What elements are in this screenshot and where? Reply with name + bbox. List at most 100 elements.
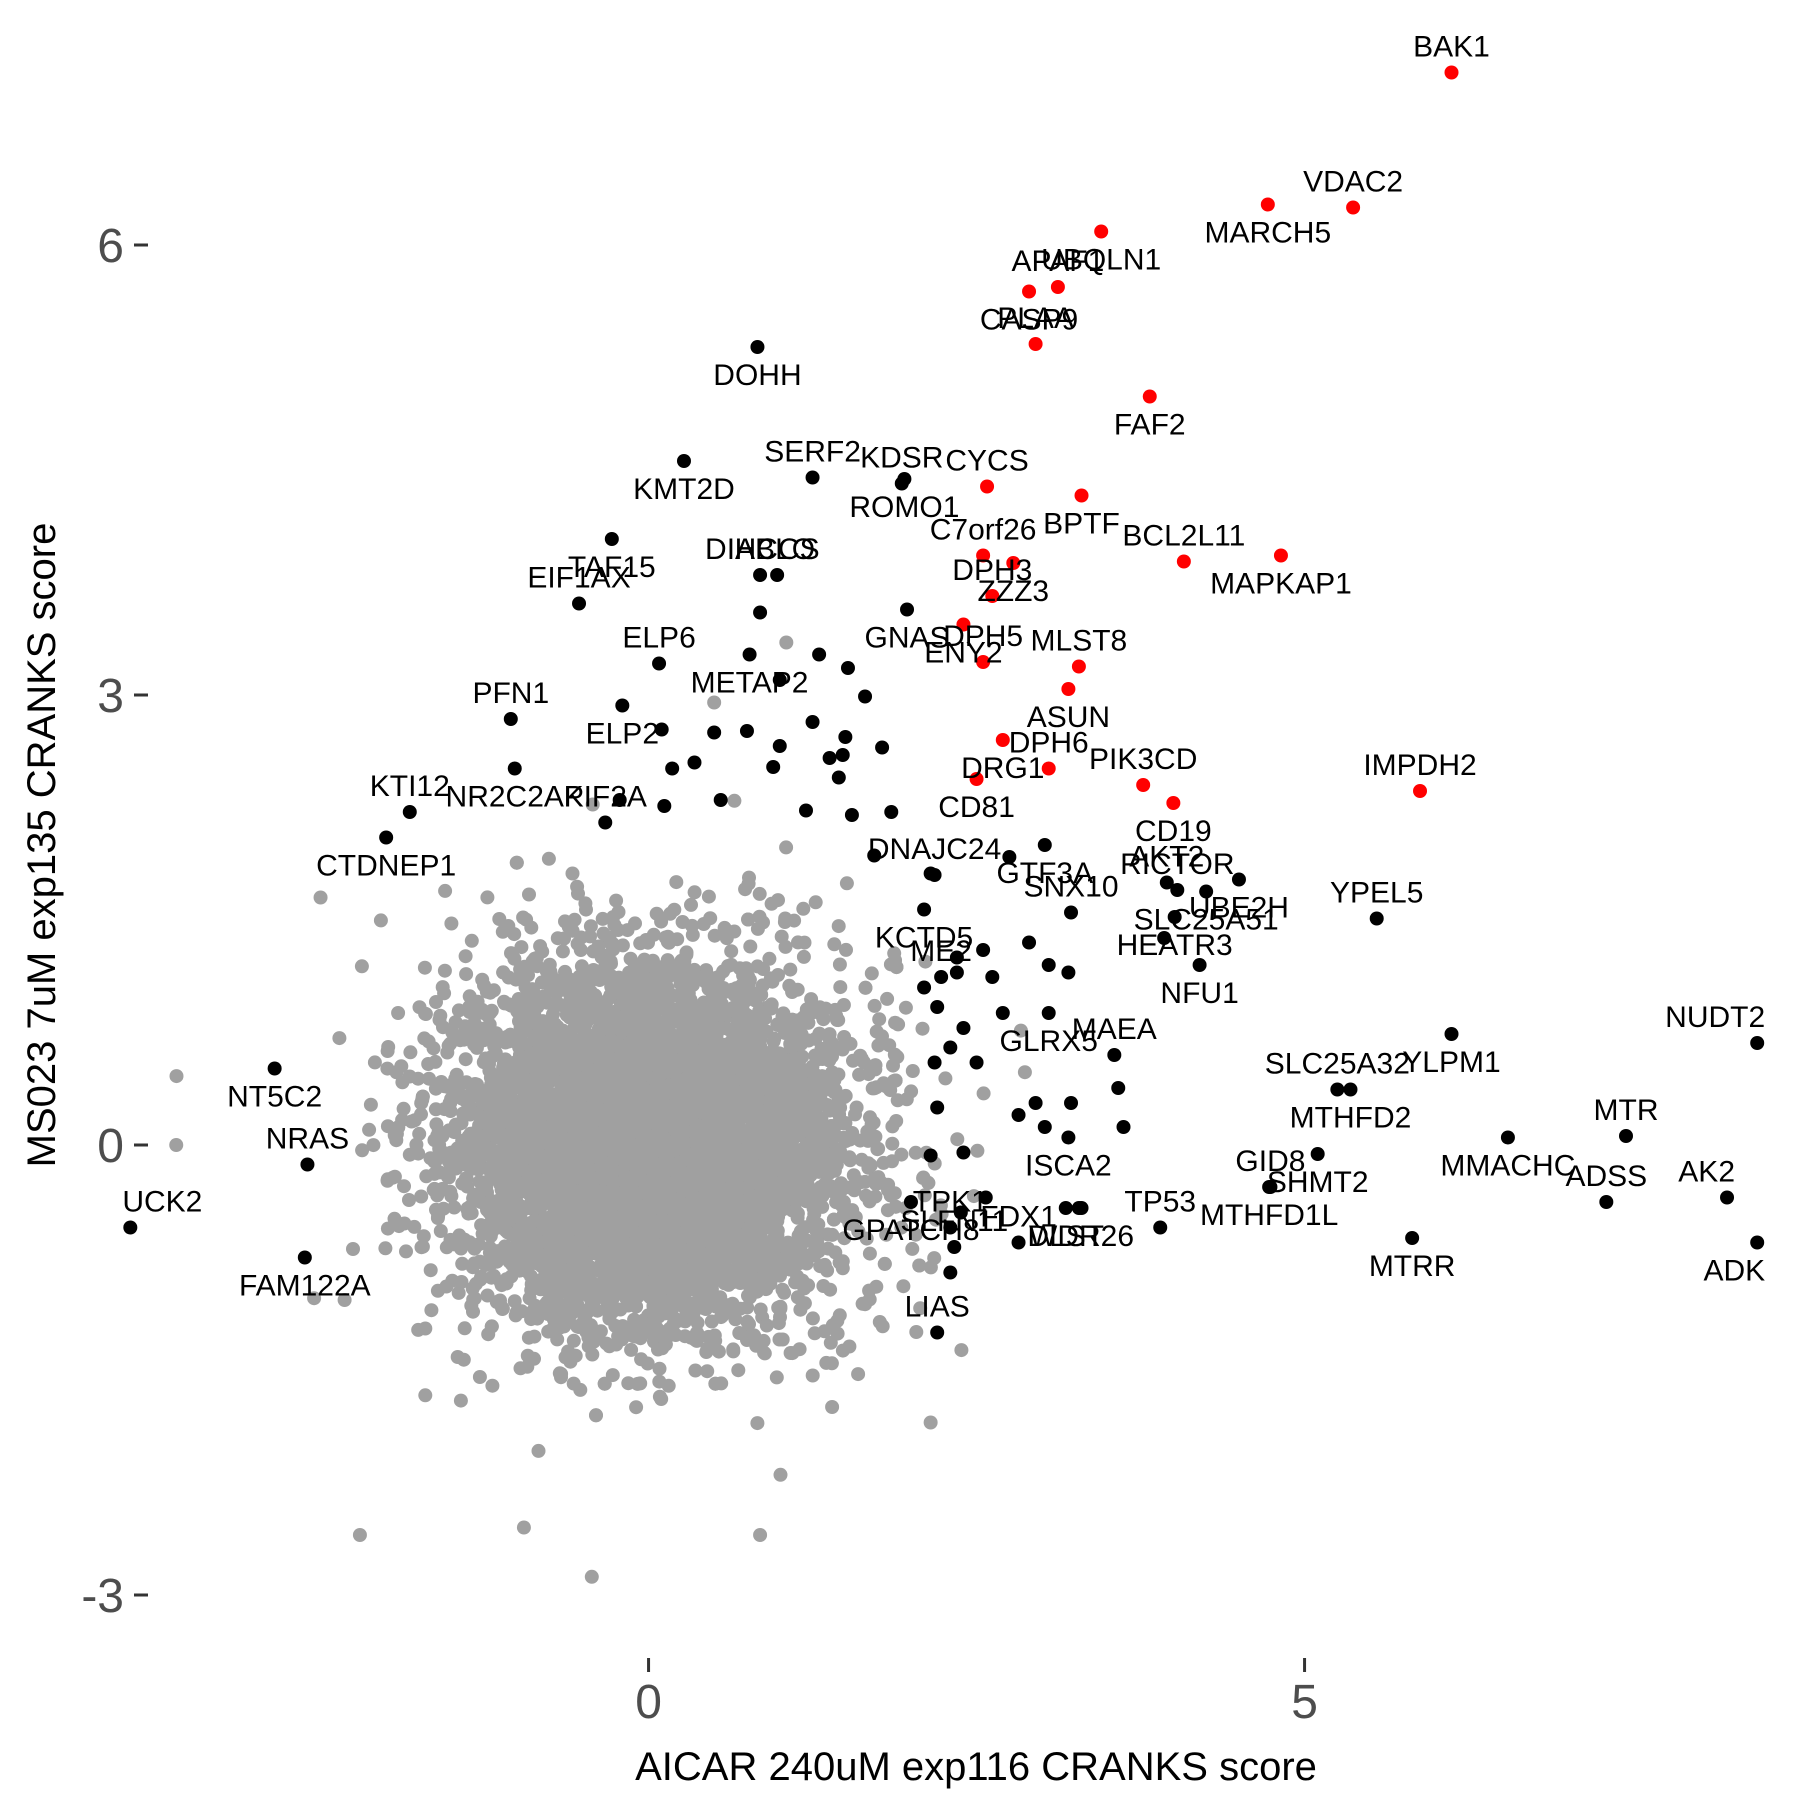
background-point	[407, 1219, 422, 1234]
background-point	[763, 971, 778, 986]
background-point	[707, 928, 722, 943]
background-point	[885, 1154, 899, 1169]
background-point	[970, 1143, 985, 1158]
background-point	[508, 972, 523, 987]
background-point	[1017, 1065, 1032, 1080]
background-point	[725, 1296, 740, 1311]
background-point	[692, 970, 707, 985]
background-point	[868, 1129, 883, 1144]
background-point	[454, 1275, 469, 1289]
background-point	[475, 972, 490, 987]
background-point	[890, 1093, 905, 1108]
background-point	[649, 906, 664, 921]
background-point	[966, 1189, 981, 1204]
background-point	[485, 1378, 500, 1393]
background-point	[762, 951, 777, 966]
background-point	[422, 1071, 436, 1086]
background-point	[871, 1038, 886, 1053]
background-point	[472, 1370, 487, 1384]
background-point	[938, 1071, 953, 1086]
background-point	[870, 1142, 885, 1157]
background-point	[517, 959, 532, 974]
background-point	[464, 933, 479, 948]
background-point	[447, 1200, 462, 1215]
background-point	[929, 1212, 943, 1227]
background-point	[663, 906, 678, 921]
background-point	[394, 1059, 409, 1074]
background-point	[429, 1117, 444, 1132]
background-point	[438, 883, 453, 898]
background-point	[609, 893, 624, 908]
background-point	[497, 994, 511, 1009]
background-point	[583, 919, 598, 934]
background-point	[444, 916, 459, 931]
background-point	[750, 921, 765, 936]
background-point	[753, 1032, 768, 1047]
background-point	[542, 957, 557, 972]
background-point	[835, 1343, 850, 1358]
background-point	[380, 1172, 395, 1187]
background-point	[575, 1017, 589, 1032]
background-point	[898, 1000, 913, 1015]
background-point	[839, 942, 853, 957]
background-point	[479, 984, 494, 999]
background-point	[466, 1082, 481, 1096]
background-point	[380, 1044, 395, 1058]
background-point	[467, 1015, 482, 1030]
background-point	[459, 967, 474, 982]
background-point	[808, 1048, 823, 1063]
background-point	[752, 886, 767, 901]
background-point	[775, 1262, 790, 1277]
background-point	[482, 1006, 497, 1021]
background-point	[337, 1293, 352, 1307]
background-point	[437, 963, 452, 978]
background-point	[587, 1211, 602, 1226]
background-point	[763, 1191, 777, 1206]
background-point	[412, 1126, 427, 1141]
background-point	[908, 1227, 923, 1242]
background-point	[527, 1351, 541, 1366]
background-point	[905, 1064, 920, 1078]
background-point	[566, 1333, 581, 1348]
background-point	[779, 840, 794, 855]
background-point	[917, 1188, 932, 1203]
background-point	[516, 910, 531, 925]
background-point	[399, 1244, 413, 1259]
background-point	[403, 1045, 418, 1060]
background-point	[523, 1269, 538, 1284]
background-point	[396, 1101, 411, 1116]
background-point	[881, 1183, 895, 1198]
background-point	[417, 960, 432, 975]
background-point	[787, 913, 802, 928]
background-point	[885, 1136, 900, 1151]
background-point	[354, 959, 369, 974]
background-point	[467, 1241, 482, 1256]
background-point	[307, 1291, 322, 1306]
background-point	[817, 1324, 832, 1339]
background-point	[701, 889, 716, 904]
background-point	[640, 1356, 655, 1371]
background-point	[507, 1294, 522, 1309]
background-point	[741, 876, 756, 891]
background-point	[355, 1143, 370, 1158]
background-point	[716, 1137, 731, 1152]
background-point	[453, 1393, 468, 1408]
background-point	[332, 1031, 347, 1046]
background-point	[424, 1303, 439, 1318]
background-point	[448, 1149, 462, 1164]
background-point	[830, 1326, 845, 1341]
background-point	[888, 1015, 903, 1030]
background-point	[890, 1049, 905, 1064]
background-point	[793, 1302, 808, 1317]
background-point	[871, 1170, 886, 1185]
background-point	[462, 989, 477, 1004]
background-point	[862, 1194, 877, 1209]
background-points-layer	[169, 635, 1032, 1584]
background-point	[346, 1242, 360, 1256]
background-point	[584, 1569, 599, 1584]
background-point	[728, 1312, 743, 1327]
background-point	[880, 991, 895, 1006]
background-point	[846, 1168, 861, 1183]
background-point	[416, 1229, 431, 1244]
background-point	[562, 972, 577, 987]
